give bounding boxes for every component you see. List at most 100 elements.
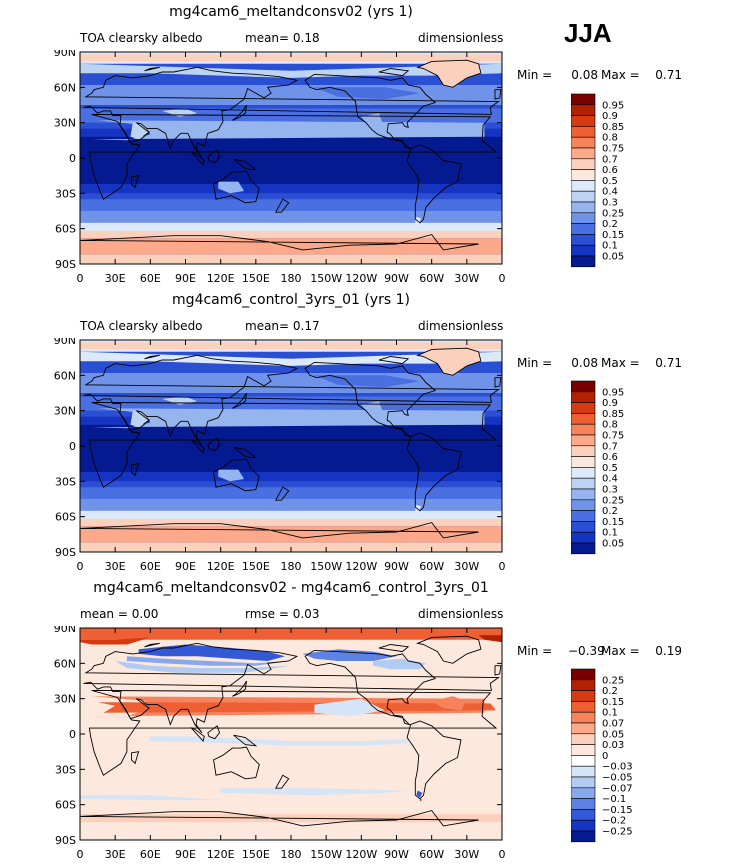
colorbar-label: 0.15 [602, 517, 624, 528]
lon-tick-label: 90E [175, 272, 196, 285]
colorbar-label: −0.2 [602, 816, 626, 827]
coastline-11 [494, 377, 502, 388]
lon-tick-label: 0 [499, 848, 506, 861]
panel-center-label: mean= 0.18 [245, 31, 320, 45]
panel-right-label: dimensionless [418, 607, 504, 621]
lon-tick-label: 0 [77, 560, 84, 573]
colorbar-label: 0.8 [602, 420, 618, 431]
coastline-2 [304, 73, 437, 150]
lat-tick-label: 30S [55, 763, 76, 776]
colorbar-swatch [571, 147, 596, 160]
colorbar-swatch [571, 765, 596, 778]
colorbar-label: 0.2 [602, 686, 618, 697]
lon-tick-label: 30E [105, 560, 126, 573]
coastline-10 [232, 392, 247, 409]
south-high-band [80, 211, 502, 223]
colorbar-swatch [571, 445, 596, 457]
lon-tick-label: 0 [499, 272, 506, 285]
colorbar-label: −0.15 [602, 805, 633, 816]
colorbar-swatch [571, 169, 596, 181]
colorbar-swatch [571, 423, 596, 436]
south-midlat-band [80, 199, 502, 211]
diff-pacific-neg [314, 698, 385, 717]
colorbar-swatch [571, 668, 596, 681]
colorbar-swatch [571, 158, 596, 170]
diff-alaska-neg [302, 649, 397, 661]
lat-tick-label: 60S [55, 223, 76, 236]
lon-tick-label: 60W [419, 560, 444, 573]
colorbar-label: −0.03 [602, 762, 633, 773]
coastline-4 [416, 635, 482, 664]
lon-tick-label: 150E [242, 560, 270, 573]
greenland-fill [417, 60, 481, 88]
colorbar-swatch [571, 679, 596, 691]
coastline-11 [494, 89, 502, 100]
max-value: 0.71 [655, 356, 682, 370]
lon-tick-label: 90E [175, 560, 196, 573]
colorbar-swatch [571, 510, 596, 522]
colorbar-swatch [571, 830, 596, 843]
map-field [80, 340, 502, 552]
southern-pink-band [80, 519, 502, 527]
colorbar-label: −0.07 [602, 783, 633, 794]
diff-arctic-patch-b [478, 635, 502, 643]
coastline-6 [80, 234, 479, 264]
coastline-3 [406, 432, 462, 512]
coastline-11 [494, 665, 502, 676]
lat-tick-label: 60N [54, 81, 76, 94]
coastline-6 [80, 522, 479, 552]
colorbar-swatch [571, 223, 596, 235]
coastline-1 [83, 354, 500, 446]
lon-tick-label: 120E [207, 848, 235, 861]
colorbar-label: 0.25 [602, 208, 624, 219]
colorbar-swatch [571, 126, 596, 138]
lon-tick-label: 60E [140, 848, 161, 861]
coastline-8 [207, 725, 221, 740]
colorbar-label: 0.15 [602, 230, 624, 241]
colorbar-swatch [571, 776, 596, 789]
colorbar-0: 0.950.90.850.80.750.70.60.50.40.30.250.2… [571, 93, 624, 268]
lat-tick-label: 0 [69, 152, 76, 165]
colorbar-2: 0.250.20.150.10.070.050.030−0.03−0.05−0.… [571, 668, 633, 843]
coastline-4 [416, 347, 482, 376]
lon-tick-label: 150W [310, 272, 342, 285]
diff-eurasia-neg [126, 656, 289, 666]
panel-left-label: TOA clearsky albedo [80, 31, 203, 45]
antarctic-band [80, 238, 502, 255]
panel-left-label: mean = 0.00 [80, 607, 159, 621]
colorbar-swatch [571, 711, 596, 724]
patagonia-fill [415, 216, 422, 224]
sahara-fill [91, 408, 485, 429]
diff-arctic-patch-a [80, 637, 151, 645]
diff-atlantic-pos [431, 696, 467, 711]
lat-tick-label: 90S [55, 546, 76, 559]
colorbar-swatch [571, 722, 596, 735]
panel-center-label: mean= 0.17 [245, 319, 320, 333]
colorbar-label: 0.6 [602, 165, 618, 176]
colorbar-label: 0.3 [602, 485, 618, 496]
max-label: Max = [601, 356, 640, 370]
colorbar-swatch [571, 755, 596, 767]
colorbar-swatch [571, 499, 596, 511]
lat-tick-label: 90N [54, 338, 76, 347]
panel-left-label: TOA clearsky albedo [80, 319, 203, 333]
south-midlat-band [80, 487, 502, 499]
panel-right-label: dimensionless [418, 319, 504, 333]
southern-light-band [80, 222, 502, 231]
colorbar-label: 0.05 [602, 252, 624, 263]
colorbar-swatch [571, 521, 596, 533]
coastline-7 [189, 151, 205, 167]
coastline-14 [144, 66, 160, 72]
colorbar-swatch [571, 234, 596, 246]
colorbar-swatch [571, 380, 596, 393]
colorbar-label: 0.4 [602, 474, 618, 485]
coastline-9 [233, 734, 258, 747]
colorbar-swatch [571, 93, 596, 106]
max-value: 0.19 [655, 644, 682, 658]
tropical-ocean-dark [80, 136, 502, 184]
panel-title: mg4cam6_control_3yrs_01 (yrs 1) [172, 292, 410, 308]
colorbar-label: −0.05 [602, 773, 633, 784]
colorbar-label: 0.03 [602, 740, 624, 751]
lat-tick-label: 90S [55, 834, 76, 847]
